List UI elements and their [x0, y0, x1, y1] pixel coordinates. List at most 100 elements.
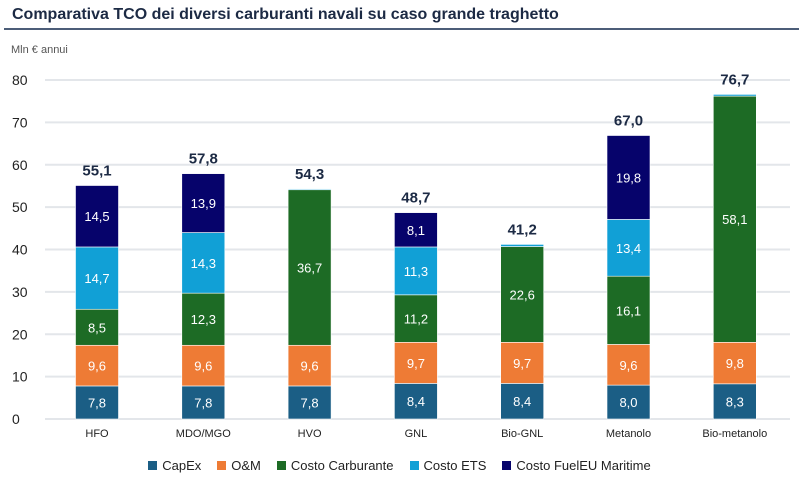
legend: CapEx O&M Costo Carburante Costo ETS Costo F… — [0, 458, 799, 473]
segment-label: 11,3 — [404, 264, 428, 279]
segment-label: 36,7 — [297, 261, 322, 276]
bar-segment-capex — [181, 385, 226, 420]
segment-label: 7,8 — [301, 395, 319, 410]
segment-label: 9,6 — [88, 359, 106, 374]
x-tick-label: HVO — [298, 428, 322, 440]
segment-label: 9,8 — [726, 356, 744, 371]
segment-label: 9,6 — [619, 358, 637, 373]
y-tick-label: 40 — [12, 242, 28, 258]
bar-segment-o-m — [712, 342, 757, 385]
segment-label: 16,1 — [616, 303, 641, 318]
legend-swatch — [148, 461, 158, 470]
segment-label: 22,6 — [510, 287, 535, 302]
x-tick-label: HFO — [85, 428, 109, 440]
x-tick-label: Metanolo — [606, 428, 651, 440]
legend-item: O&M — [217, 458, 261, 473]
x-tick-label: Bio-GNL — [501, 428, 543, 440]
y-tick-label: 20 — [12, 326, 28, 342]
segment-label: 9,6 — [194, 359, 212, 374]
segment-label: 12,3 — [191, 312, 216, 327]
bar-segment-o-m — [500, 342, 545, 384]
bar-segment-costo-fueleu-maritime — [181, 173, 226, 233]
x-tick-label: GNL — [405, 428, 428, 440]
legend-item: Costo FuelEU Maritime — [502, 458, 651, 473]
segment-label: 9,6 — [301, 359, 319, 374]
bar-segment-o-m — [181, 344, 226, 387]
bar-segment-costo-carburante — [606, 275, 651, 345]
segment-label: 13,4 — [616, 241, 641, 256]
y-tick-label: 30 — [12, 284, 28, 300]
segment-label: 7,8 — [194, 395, 212, 410]
bar-segment-capex — [606, 384, 651, 420]
bar-segment-costo-ets — [606, 219, 651, 277]
legend-item: Costo Carburante — [276, 458, 394, 473]
legend-label: Costo Carburante — [290, 458, 394, 473]
total-label: 76,7 — [720, 71, 749, 88]
total-label: 48,7 — [401, 190, 430, 207]
y-tick-label: 60 — [12, 157, 28, 173]
bar-segment-costo-ets — [75, 246, 119, 310]
y-tick-label: 10 — [12, 369, 28, 385]
bar-segment-costo-carburante — [75, 308, 119, 346]
bar-segment-o-m — [606, 344, 651, 386]
y-tick-label: 80 — [12, 72, 28, 88]
bar-segment-o-m — [394, 342, 438, 384]
segment-label: 8,3 — [726, 394, 744, 409]
legend-item: CapEx — [148, 458, 201, 473]
legend-swatch — [217, 461, 227, 470]
segment-label: 13,9 — [191, 196, 216, 211]
bar-segment-costo-carburante — [394, 294, 438, 343]
x-tick-label: Bio-metanolo — [702, 428, 767, 440]
legend-swatch — [276, 461, 286, 470]
x-tick-label: MDO/MGO — [176, 428, 231, 440]
bar-segment-costo-ets — [287, 188, 332, 191]
total-label: 41,2 — [508, 221, 537, 238]
bar-segment-costo-fueleu-maritime — [606, 135, 651, 220]
segment-label: 14,7 — [84, 271, 109, 286]
legend-label: O&M — [231, 458, 261, 473]
y-tick-label: 0 — [12, 411, 20, 427]
legend-label: CapEx — [162, 458, 202, 473]
legend-label: Costo ETS — [423, 458, 487, 473]
bar-segment-capex — [287, 385, 332, 420]
segment-label: 9,7 — [513, 356, 531, 371]
total-label: 54,3 — [295, 166, 324, 183]
bar-segment-capex — [75, 385, 119, 420]
chart-title: Comparativa TCO dei diversi carburanti n… — [12, 6, 559, 23]
legend-item: Costo ETS — [409, 458, 487, 473]
segment-label: 8,4 — [513, 394, 531, 409]
segment-label: 14,3 — [191, 256, 216, 271]
bar-segment-capex — [500, 383, 545, 420]
segment-label: 7,8 — [88, 395, 106, 410]
segment-label: 58,1 — [722, 212, 747, 227]
y-tick-label: 70 — [12, 114, 28, 130]
segment-label: 8,4 — [407, 394, 425, 409]
segment-label: 9,7 — [407, 356, 425, 371]
bar-segment-costo-carburante — [287, 189, 332, 346]
bar-segment-costo-ets — [712, 94, 757, 97]
segment-label: 11,2 — [404, 312, 428, 327]
total-label: 55,1 — [82, 163, 111, 180]
segment-label: 8,5 — [88, 320, 106, 335]
total-label: 57,8 — [189, 151, 218, 168]
title-divider — [4, 28, 799, 30]
legend-swatch — [409, 461, 419, 470]
bar-segment-capex — [394, 383, 438, 420]
legend-label: Costo FuelEU Maritime — [516, 458, 651, 473]
segment-label: 19,8 — [616, 170, 641, 185]
bar-segment-costo-ets — [181, 232, 226, 294]
bar-segment-costo-ets — [394, 246, 438, 296]
segment-label: 8,1 — [407, 223, 425, 238]
bar-segment-costo-fueleu-maritime — [75, 185, 119, 248]
bar-segment-costo-ets — [500, 244, 545, 247]
segment-label: 14,5 — [84, 209, 109, 224]
legend-swatch — [502, 461, 512, 470]
y-axis-label: Mln € annui — [11, 44, 68, 56]
total-label: 67,0 — [614, 113, 643, 130]
y-tick-label: 50 — [12, 199, 28, 215]
bar-segment-costo-fueleu-maritime — [394, 212, 438, 248]
segment-label: 8,0 — [619, 395, 637, 410]
bar-segment-o-m — [75, 344, 119, 387]
